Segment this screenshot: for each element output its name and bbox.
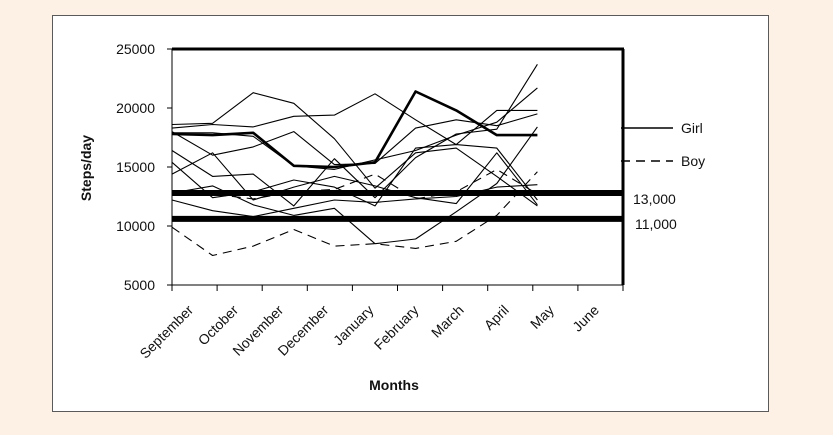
legend-girl-label: Girl: [681, 120, 703, 136]
x-tick-label: March: [428, 302, 467, 341]
girl-series-line: [171, 126, 538, 245]
y-tick-label: 25000: [116, 41, 155, 57]
x-tick-label: April: [481, 302, 512, 333]
x-axis: SeptemberOctoberNovemberDecemberJanuaryF…: [136, 284, 624, 362]
girl-series-line: [171, 92, 538, 207]
y-tick-label: 20000: [116, 100, 155, 116]
line-chart: 25000 20000 15000 10000 5000 SeptemberOctobe…: [78, 41, 705, 393]
boy-series-line: [171, 171, 538, 257]
y-tick-label: 15000: [116, 159, 155, 175]
x-tick-label: June: [569, 302, 602, 335]
x-axis-title: Months: [369, 377, 419, 393]
x-tick-label: May: [527, 302, 557, 332]
y-axis: 25000 20000 15000 10000 5000: [116, 41, 173, 293]
girl-series-line: [171, 64, 538, 207]
legend-boy-label: Boy: [681, 153, 705, 169]
legend: Girl Boy: [621, 120, 705, 169]
boy-series-line: [171, 168, 538, 200]
reference-lines: [172, 189, 623, 222]
reference-label-11000: 11,000: [635, 216, 677, 232]
girl-series-line: [171, 90, 538, 169]
girl-series-line: [171, 152, 538, 206]
series-lines: [171, 64, 538, 257]
girl-series-line: [171, 184, 538, 218]
girl-series-line: [171, 93, 538, 146]
y-tick-label: 10000: [116, 218, 155, 234]
girl-series-line: [172, 87, 538, 170]
y-axis-title: Steps/day: [78, 135, 94, 201]
y-tick-label: 5000: [124, 277, 155, 293]
girl-series-line: [171, 113, 538, 166]
x-tick-label: February: [371, 302, 422, 353]
chart-frame: 25000 20000 15000 10000 5000 September Octobe…: [52, 15, 769, 412]
x-tick-label: September: [136, 302, 196, 362]
reference-label-13000: 13,000: [633, 191, 676, 207]
